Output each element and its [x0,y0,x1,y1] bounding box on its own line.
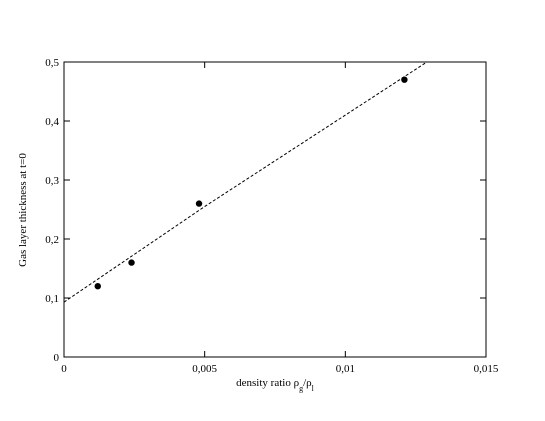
y-tick-label: 0 [54,352,60,364]
x-axis-label: density ratio ρg/ρl [236,377,314,393]
y-tick-label: 0,1 [45,293,59,305]
data-point [195,200,203,207]
x-axis-label-part: /ρ [303,377,312,389]
plot-frame [63,61,487,358]
x-tick-label: 0,01 [336,363,355,375]
x-tick-label: 0,015 [474,363,499,375]
data-point [94,283,101,290]
fit-line [63,61,428,303]
x-tick-label: 0,005 [192,363,217,375]
y-tick-label: 0,5 [45,57,59,69]
y-axis-label: Gas layer thickness at t=0 [17,153,29,267]
y-tick-label: 0,3 [45,175,59,187]
x-tick-label: 0 [61,363,67,375]
y-tick-label: 0,2 [45,234,59,246]
data-point [401,76,408,83]
x-axis-label-part: density ratio ρ [236,377,299,389]
data-point [128,259,135,266]
x-axis-label-part: g [299,384,303,393]
x-axis-label-part: l [312,384,315,393]
y-tick-label: 0,4 [45,116,59,128]
